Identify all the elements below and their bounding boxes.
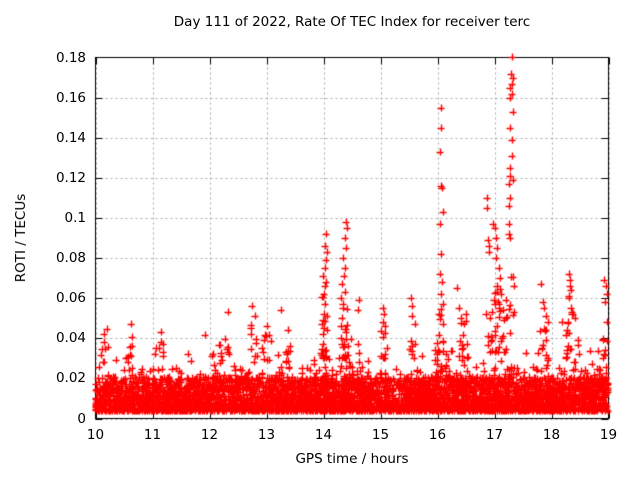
y-tick-label: 0.04: [55, 330, 86, 347]
x-tick-label: 16: [428, 427, 447, 443]
x-tick-label: 19: [599, 427, 618, 443]
x-tick-label: 11: [143, 427, 162, 443]
y-tick-label: 0: [77, 410, 86, 427]
y-tick-label: 0.16: [55, 89, 86, 106]
x-tick-label: 18: [542, 427, 561, 443]
y-tick-label: 0.18: [55, 49, 86, 66]
x-tick-label: 12: [200, 427, 219, 443]
y-tick-label: 0.1: [64, 209, 86, 226]
y-tick-label: 0.06: [55, 290, 86, 307]
chart-title: Day 111 of 2022, Rate Of TEC Index for r…: [173, 14, 531, 30]
y-axis-label: ROTI / TECUs: [13, 193, 29, 283]
x-tick-label: 17: [485, 427, 504, 443]
x-axis-label: GPS time / hours: [295, 451, 409, 467]
x-tick-label: 15: [371, 427, 390, 443]
y-tick-label: 0.14: [55, 129, 86, 146]
y-tick-label: 0.12: [55, 169, 86, 186]
x-tick-label: 10: [86, 427, 105, 443]
x-tick-label: 14: [314, 427, 333, 443]
y-tick-label: 0.08: [55, 250, 86, 267]
y-tick-label: 0.02: [55, 370, 86, 387]
x-tick-label: 13: [257, 427, 276, 443]
